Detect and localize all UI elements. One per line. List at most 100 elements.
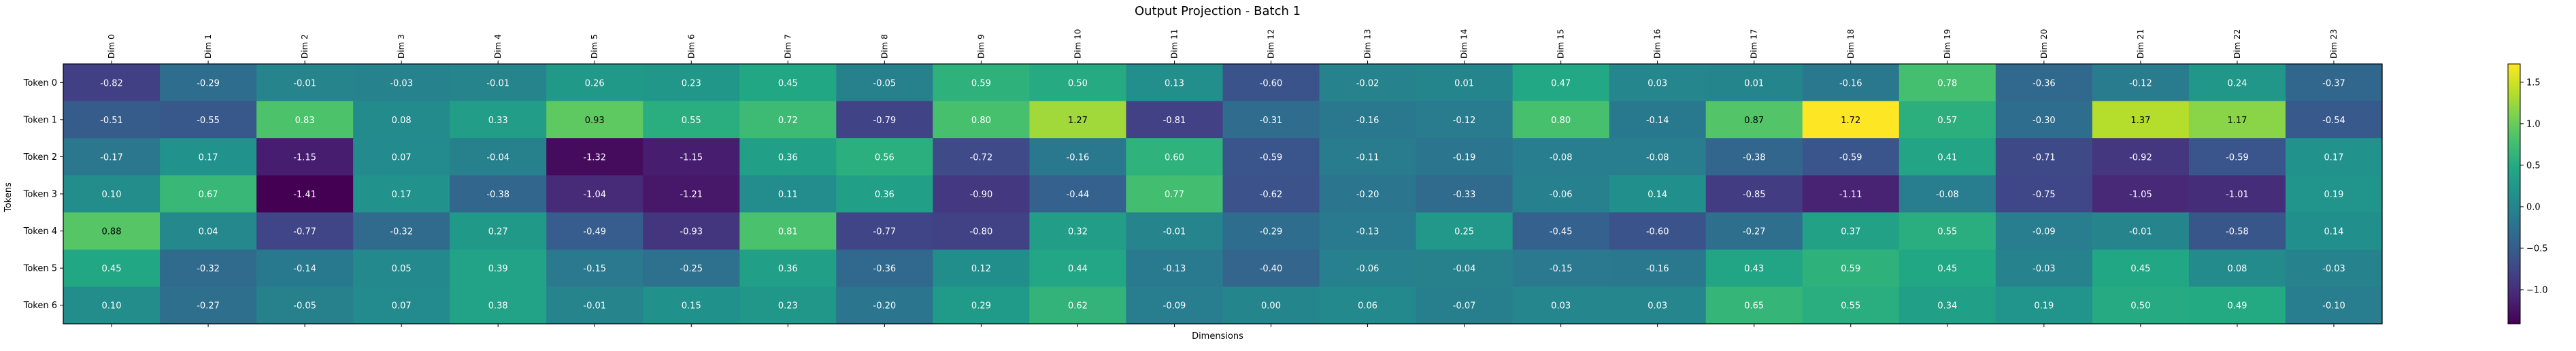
x-tick-label: Dim 11 <box>1169 29 1179 58</box>
cell-value-label: -0.60 <box>1646 227 1669 237</box>
cell-value-label: 0.25 <box>1454 227 1474 237</box>
colorbar-tick-label: −0.5 <box>2526 244 2548 254</box>
x-tick-label: Dim 18 <box>1846 29 1856 58</box>
heatmap-cell <box>2285 138 2383 176</box>
heatmap-cell <box>836 64 933 102</box>
heatmap-cell <box>1029 138 1127 176</box>
y-tick-label: Token 1 <box>23 115 57 125</box>
heatmap-cell <box>1995 249 2093 288</box>
heatmap-cell <box>1512 249 1610 288</box>
heatmap-cell <box>450 138 547 176</box>
heatmap-cell <box>353 175 450 213</box>
cell-value-label: -0.51 <box>100 116 123 126</box>
heatmap-cell <box>256 64 354 102</box>
heatmap-cell <box>1609 101 1707 139</box>
heatmap-cell <box>160 212 257 250</box>
heatmap-cell <box>2188 138 2286 176</box>
heatmap-cell <box>256 175 354 213</box>
x-tick-label: Dim 0 <box>107 34 116 58</box>
colorbar-gradient <box>2507 63 2521 324</box>
cell-value-label: 0.08 <box>2227 264 2247 274</box>
cell-value-label: 1.37 <box>2130 116 2150 126</box>
heatmap-cell <box>160 138 257 176</box>
cell-value-label: 0.03 <box>1647 301 1667 312</box>
heatmap-cell <box>739 249 837 288</box>
cell-value-label: -0.27 <box>1743 227 1766 237</box>
heatmap-cell <box>1222 138 1320 176</box>
cell-value-label: 0.93 <box>585 116 605 126</box>
heatmap-cell <box>1802 101 1900 139</box>
cell-value-label: -0.09 <box>1163 301 1186 312</box>
heatmap-cell <box>2092 101 2190 139</box>
heatmap-cell <box>1319 101 1417 139</box>
heatmap-cell <box>63 249 161 288</box>
cell-value-label: 0.55 <box>1937 227 1957 237</box>
cell-value-label: -0.90 <box>970 190 993 200</box>
cell-value-label: 0.03 <box>1551 301 1571 312</box>
cell-value-label: -0.17 <box>100 152 123 163</box>
heatmap-cell <box>353 286 450 324</box>
heatmap-cell <box>63 138 161 176</box>
cell-value-label: 0.17 <box>199 152 218 163</box>
heatmap-cell <box>2188 175 2286 213</box>
cell-value-label: 0.81 <box>778 227 798 237</box>
cell-value-label: 0.44 <box>1068 264 1088 274</box>
heatmap-cell <box>739 286 837 324</box>
x-tick-label: Dim 9 <box>976 34 986 58</box>
heatmap-cell <box>2285 212 2383 250</box>
cell-value-label: 0.24 <box>2227 78 2247 88</box>
cell-value-label: -0.16 <box>1839 78 1862 88</box>
heatmap-cell <box>1609 249 1707 288</box>
x-tick-label: Dim 23 <box>2329 29 2339 58</box>
cell-value-label: -0.38 <box>1743 152 1766 163</box>
cell-value-label: 1.17 <box>2227 116 2247 126</box>
y-axis: Token 0 Token 1 Token 2 Token 3 Token 4 Token… <box>23 78 63 311</box>
heatmap-cell <box>63 64 161 102</box>
cell-value-label: 0.19 <box>2324 190 2344 200</box>
heatmap-cell <box>256 138 354 176</box>
colorbar-tick-label: 1.0 <box>2526 119 2541 129</box>
cell-value-label: -0.27 <box>197 301 220 312</box>
cell-value-label: -0.20 <box>1356 190 1379 200</box>
cell-value-label: -0.25 <box>680 264 703 274</box>
cell-value-label: -0.79 <box>873 116 897 126</box>
cell-value-label: -0.59 <box>2226 152 2249 163</box>
x-tick-label: Dim 16 <box>1653 29 1662 58</box>
cell-value-label: -0.20 <box>873 301 897 312</box>
cell-value-label: -0.62 <box>1260 190 1283 200</box>
cell-value-label: -0.12 <box>2129 78 2152 88</box>
cell-value-label: -0.77 <box>293 227 316 237</box>
cell-value-label: -0.29 <box>197 78 220 88</box>
heatmap-cell <box>1222 212 1320 250</box>
cell-value-label: -0.45 <box>1550 227 1573 237</box>
x-tick-label: Dim 5 <box>590 34 599 58</box>
heatmap-cell <box>160 175 257 213</box>
cell-value-label: -0.44 <box>1067 190 1090 200</box>
cell-value-label: 0.07 <box>392 152 412 163</box>
heatmap-cell <box>546 175 643 213</box>
cell-value-label: -1.21 <box>680 190 703 200</box>
heatmap-cell <box>643 212 740 250</box>
cell-value-label: 0.05 <box>392 264 412 274</box>
cell-value-label: -0.30 <box>2033 116 2056 126</box>
cell-value-label: 0.55 <box>1841 301 1860 312</box>
y-tick-label: Token 4 <box>23 227 57 237</box>
cell-value-label: -0.60 <box>1260 78 1283 88</box>
heatmap-cell <box>643 64 740 102</box>
heatmap-cell <box>450 175 547 213</box>
heatmap-cell <box>2285 101 2383 139</box>
colorbar-tick-label: −1.0 <box>2526 285 2548 295</box>
heatmap-cell <box>2285 249 2383 288</box>
heatmap-cell <box>1512 101 1610 139</box>
cell-value-label: 0.38 <box>488 301 508 312</box>
cell-value-label: 0.13 <box>1165 78 1184 88</box>
cell-value-label: -0.01 <box>1163 227 1186 237</box>
heatmap-cell <box>1609 175 1707 213</box>
cell-value-label: -0.08 <box>1550 152 1573 163</box>
heatmap-cell-labels: -0.82 -0.29 -0.01 -0.03 -0.01 0.26 0.23 0.45 -0.… <box>100 78 2345 311</box>
heatmap-cell <box>1995 286 2093 324</box>
heatmap-cell <box>1898 175 1996 213</box>
heatmap-cell <box>933 175 1031 213</box>
heatmap-cell <box>739 138 837 176</box>
heatmap-cell <box>2092 249 2190 288</box>
